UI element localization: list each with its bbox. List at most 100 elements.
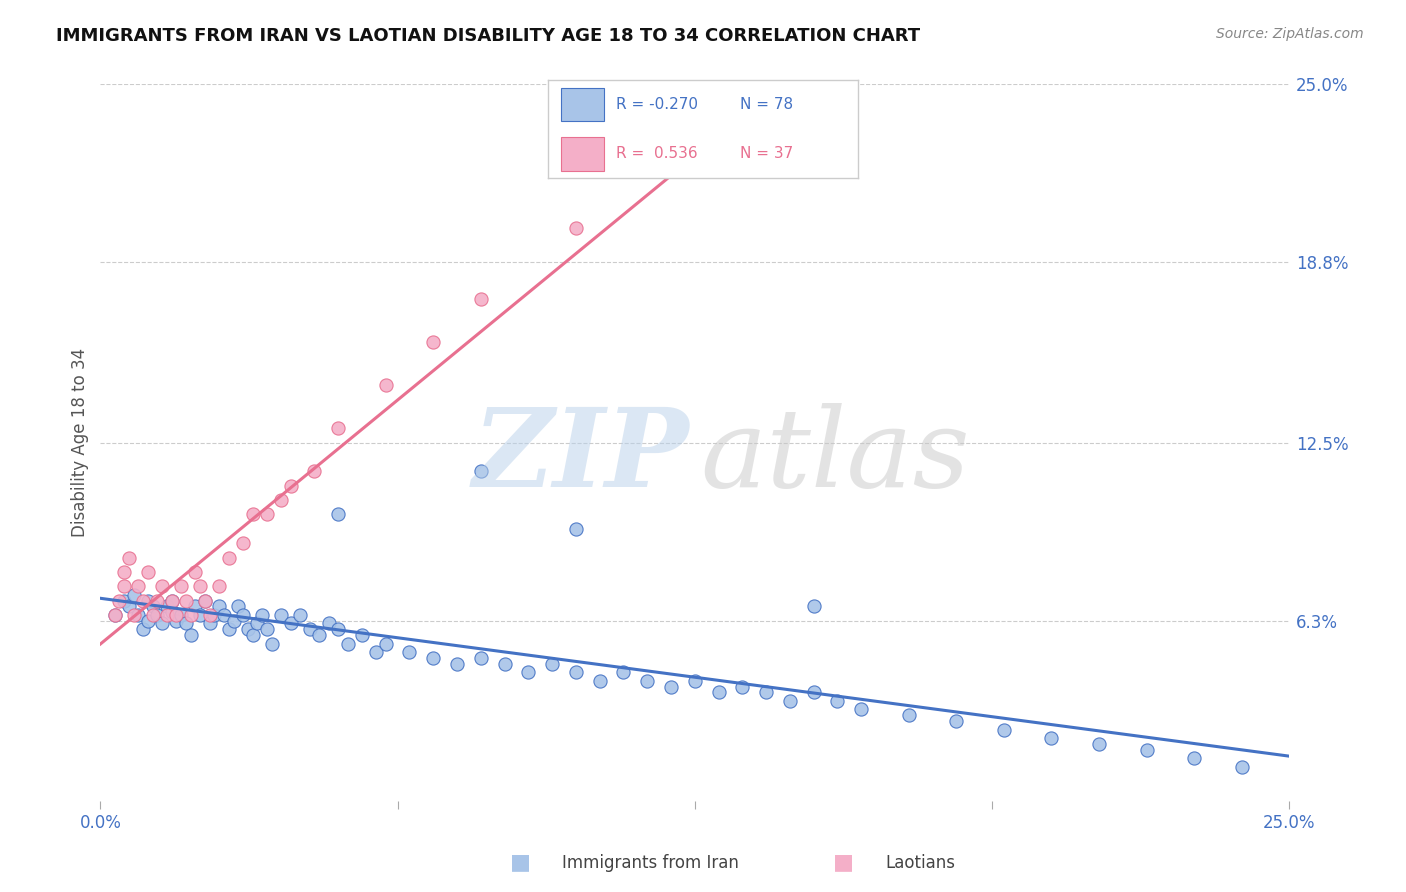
Point [146,593,169,607]
Point [731,680,754,694]
Point [250,607,273,622]
Point [318,616,340,631]
Point [470,465,492,479]
Point [755,685,778,699]
Point [1040,731,1063,746]
Point [470,293,492,307]
Point [132,593,155,607]
Point [683,673,706,688]
Point [288,607,311,622]
Point [136,593,159,607]
Point [194,593,217,607]
Text: atlas: atlas [700,403,970,511]
Point [366,645,388,659]
Point [212,607,235,622]
Point [122,607,145,622]
Point [218,622,240,636]
Point [336,636,359,650]
Point [565,665,588,680]
Point [160,593,183,607]
Point [232,607,254,622]
Point [803,685,825,699]
Point [208,579,231,593]
Point [156,599,179,614]
Point [226,599,249,614]
Point [204,607,226,622]
Point [374,378,396,392]
Point [142,599,165,614]
Point [118,599,141,614]
Point [326,508,349,522]
Text: R =  0.536: R = 0.536 [616,146,697,161]
Point [1230,760,1253,774]
Point [160,593,183,607]
Point [256,508,278,522]
Point [198,616,221,631]
Point [194,593,217,607]
Point [350,628,373,642]
Point [422,651,444,665]
Point [242,508,264,522]
Text: Laotians: Laotians [886,855,956,872]
Point [256,622,278,636]
Point [174,616,197,631]
Point [803,78,825,92]
Point [136,614,159,628]
Point [308,628,330,642]
Point [565,220,588,235]
Point [446,657,468,671]
Point [470,651,492,665]
Point [198,607,221,622]
Point [146,607,169,622]
Point [156,607,179,622]
Point [127,579,149,593]
Point [104,607,127,622]
Point [188,579,211,593]
Point [851,702,873,716]
Point [260,636,283,650]
Bar [561,88,605,121]
Point [945,714,967,728]
Text: Source: ZipAtlas.com: Source: ZipAtlas.com [1216,27,1364,41]
Point [374,636,396,650]
Text: N = 78: N = 78 [740,97,793,112]
Point [494,657,516,671]
Point [127,607,149,622]
Point [104,607,127,622]
Point [326,421,349,435]
Point [170,607,193,622]
Text: ■: ■ [510,853,530,872]
Text: IMMIGRANTS FROM IRAN VS LAOTIAN DISABILITY AGE 18 TO 34 CORRELATION CHART: IMMIGRANTS FROM IRAN VS LAOTIAN DISABILI… [56,27,921,45]
Text: R = -0.270: R = -0.270 [616,97,699,112]
Point [422,335,444,350]
Point [112,593,135,607]
Point [150,579,173,593]
Point [246,616,269,631]
Point [136,565,159,579]
Point [280,479,302,493]
Point [236,622,259,636]
Y-axis label: Disability Age 18 to 34: Disability Age 18 to 34 [72,348,89,537]
Point [1182,751,1205,765]
Point [612,665,634,680]
Point [398,645,420,659]
Point [659,680,682,694]
Point [208,599,231,614]
Point [188,607,211,622]
Point [517,665,540,680]
Point [897,708,920,723]
Point [1135,742,1157,756]
Point [118,550,141,565]
Point [541,657,564,671]
Point [180,607,202,622]
Point [232,536,254,550]
Point [142,607,165,622]
Point [184,599,207,614]
Point [222,614,245,628]
Point [218,550,240,565]
Point [565,522,588,536]
Bar [561,137,605,170]
Point [165,607,187,622]
Point [112,579,135,593]
Point [160,605,183,619]
